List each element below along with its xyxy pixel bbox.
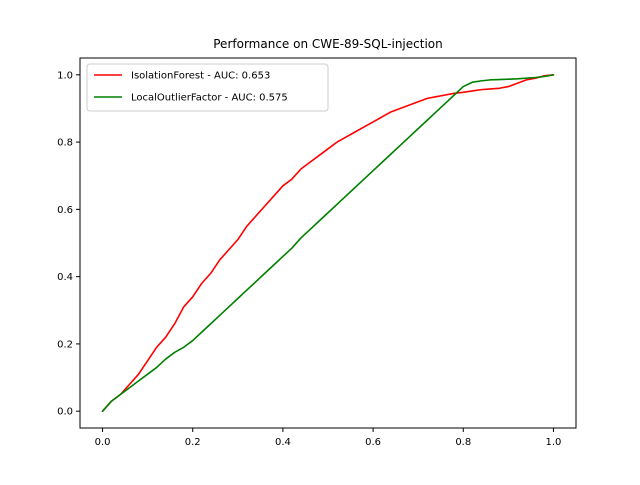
x-tick-label: 0.0 xyxy=(95,437,111,448)
y-tick-label: 0.2 xyxy=(57,339,73,350)
plot-frame xyxy=(79,57,577,429)
axes-layer: 0.0 0.2 0.4 0.6 0.8 1.0 0.0 0.2 0.4 0.6 0.8 1.0 xyxy=(57,70,561,448)
x-tick-label: 0.8 xyxy=(455,437,471,448)
y-tick-label: 0.4 xyxy=(57,272,73,283)
x-tick-label: 0.2 xyxy=(185,437,201,448)
x-tick-label: 1.0 xyxy=(546,437,562,448)
series-line-local-outlier-factor xyxy=(101,74,555,412)
y-tick-label: 0.8 xyxy=(57,138,73,149)
chart-title: Performance on CWE-89-SQL-injection xyxy=(213,37,442,51)
y-tick-label: 1.0 xyxy=(57,70,73,81)
x-tick-label: 0.6 xyxy=(365,437,381,448)
legend-label: IsolationForest - AUC: 0.653 xyxy=(131,71,270,82)
series-layer xyxy=(101,74,555,412)
legend-items: IsolationForest - AUC: 0.653 LocalOutlier… xyxy=(94,71,288,104)
legend: IsolationForest - AUC: 0.653 LocalOutlier… xyxy=(86,63,329,112)
x-tick-label: 0.4 xyxy=(275,437,291,448)
y-tick-label: 0.6 xyxy=(57,205,73,216)
series-line-isolation-forest xyxy=(101,74,555,412)
y-tick-label: 0.0 xyxy=(57,407,73,418)
legend-box xyxy=(86,63,329,112)
legend-label: LocalOutlierFactor - AUC: 0.575 xyxy=(131,93,288,104)
